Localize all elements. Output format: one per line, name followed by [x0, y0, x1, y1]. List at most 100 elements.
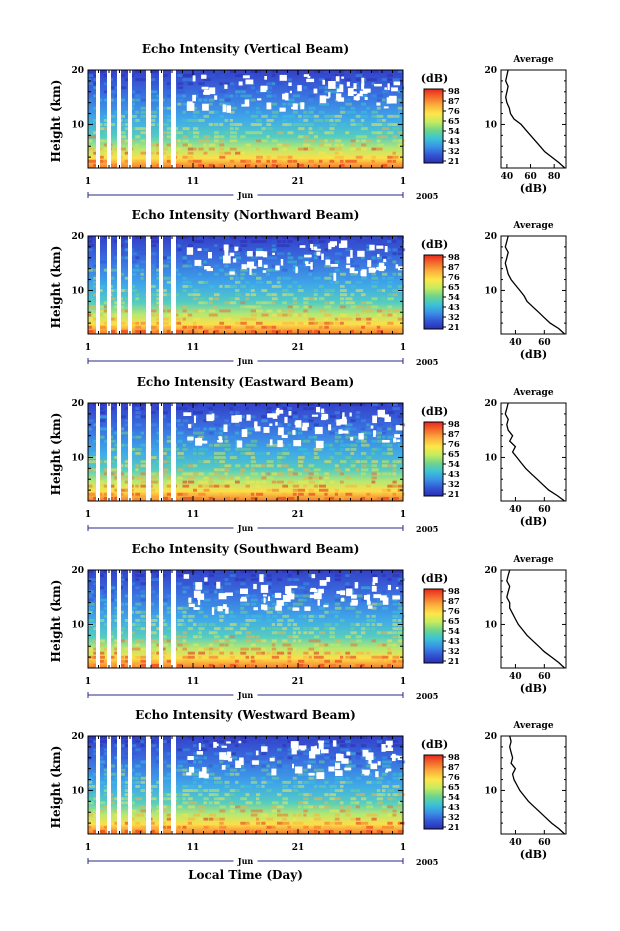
average-y-tick-label: 20 — [484, 232, 497, 242]
colorbar-tick-label: 43 — [448, 637, 460, 647]
year-label: 2005 — [416, 357, 438, 367]
data-gap-stripe — [159, 570, 163, 668]
missing-data — [186, 240, 405, 281]
colorbar-tick-label: 54 — [448, 460, 460, 470]
data-gap-stripe — [146, 70, 151, 168]
data-gap-stripe — [171, 570, 176, 668]
missing-data — [183, 407, 403, 449]
colorbar-tick-label: 76 — [448, 273, 460, 283]
colorbar-unit: (dB) — [421, 738, 448, 751]
data-gap-stripe — [117, 236, 121, 334]
beam-panel: Echo Intensity (Eastward Beam) Height (km… — [49, 375, 567, 534]
colorbar-tick-label: 98 — [448, 753, 460, 763]
colorbar-tick-label: 21 — [448, 323, 460, 333]
data-gap-stripe — [171, 736, 176, 834]
data-gap-stripe — [107, 236, 111, 334]
year-label: 2005 — [416, 691, 438, 701]
data-gap-stripe — [128, 403, 132, 501]
colorbar-tick-label: 54 — [448, 127, 460, 137]
panel-title: Echo Intensity (Vertical Beam) — [142, 42, 349, 56]
echo-heatmap — [87, 69, 405, 169]
y-axis-label: Height (km) — [49, 580, 63, 663]
colorbar-tick-label: 98 — [448, 420, 460, 430]
y-tick-label: 10 — [71, 786, 84, 796]
colorbar-tick-label: 76 — [448, 607, 460, 617]
data-gap-stripe — [96, 70, 100, 168]
average-x-tick-label: 40 — [509, 838, 522, 848]
average-x-tick-label: 40 — [509, 505, 522, 515]
data-gap-stripe — [117, 736, 121, 834]
y-axis-label: Height (km) — [49, 413, 63, 496]
colorbar-tick-label: 87 — [448, 430, 460, 440]
x-tick-label: 1 — [400, 510, 406, 520]
missing-data — [186, 740, 402, 779]
average-y-tick-label: 10 — [484, 786, 497, 796]
y-tick-label: 10 — [71, 453, 84, 463]
beam-panel: Echo Intensity (Vertical Beam) Height (km… — [49, 42, 567, 201]
data-gap-stripe — [171, 70, 176, 168]
average-x-tick-label: 40 — [509, 338, 522, 348]
colorbar-tick-label: 32 — [448, 147, 460, 157]
data-gap-stripe — [96, 570, 100, 668]
colorbar — [423, 421, 444, 497]
x-axis-title: Local Time (Day) — [188, 868, 303, 882]
colorbar-unit: (dB) — [421, 72, 448, 85]
panel-title: Echo Intensity (Southward Beam) — [132, 542, 360, 556]
x-tick-label: 1 — [85, 510, 91, 520]
echo-heatmap — [87, 735, 406, 835]
average-x-label: (dB) — [520, 515, 547, 528]
data-gap-stripe — [159, 736, 163, 834]
average-profile-line — [504, 402, 565, 502]
panel-title: Echo Intensity (Northward Beam) — [132, 208, 360, 222]
average-x-label: (dB) — [520, 348, 547, 361]
y-tick-label: 20 — [71, 732, 84, 742]
x-tick-label: 11 — [187, 343, 200, 353]
average-title: Average — [512, 55, 553, 65]
colorbar-tick-label: 65 — [448, 283, 460, 293]
x-tick-label: 21 — [292, 343, 305, 353]
average-y-tick-label: 20 — [484, 566, 497, 576]
x-tick-label: 11 — [187, 677, 200, 687]
x-tick-label: 1 — [85, 843, 91, 853]
colorbar-tick-label: 21 — [448, 823, 460, 833]
x-tick-label: 11 — [187, 843, 200, 853]
colorbar-tick-label: 54 — [448, 293, 460, 303]
x-tick-label: 1 — [400, 843, 406, 853]
y-tick-label: 20 — [71, 66, 84, 76]
average-profile-line — [509, 735, 566, 835]
x-tick-label: 21 — [292, 510, 305, 520]
average-title: Average — [512, 221, 553, 231]
x-tick-label: 1 — [400, 177, 406, 187]
data-gap-stripe — [107, 70, 111, 168]
colorbar-tick-label: 87 — [448, 763, 460, 773]
colorbar-tick-label: 65 — [448, 450, 460, 460]
month-label: Jun — [237, 690, 254, 700]
average-y-tick-label: 20 — [484, 66, 497, 76]
data-gap-stripe — [146, 403, 151, 501]
x-tick-label: 21 — [292, 843, 305, 853]
colorbar-tick-label: 54 — [448, 627, 460, 637]
colorbar-tick-label: 32 — [448, 480, 460, 490]
data-gap-stripe — [96, 403, 100, 501]
average-profile-line — [505, 69, 566, 169]
y-tick-label: 20 — [71, 399, 84, 409]
data-gap-stripe — [128, 736, 132, 834]
average-frame — [500, 402, 567, 502]
average-y-tick-label: 10 — [484, 620, 497, 630]
average-y-tick-label: 10 — [484, 120, 497, 130]
colorbar — [423, 88, 444, 164]
month-label: Jun — [237, 523, 254, 533]
echo-heatmap — [87, 235, 406, 335]
x-tick-label: 1 — [85, 677, 91, 687]
x-tick-label: 21 — [292, 177, 305, 187]
average-x-tick-label: 60 — [538, 672, 551, 682]
data-gap-stripe — [159, 70, 163, 168]
average-frame — [500, 569, 567, 669]
y-tick-label: 10 — [71, 620, 84, 630]
data-gap-stripe — [146, 570, 151, 668]
colorbar-tick-label: 32 — [448, 813, 460, 823]
colorbar-tick-label: 87 — [448, 263, 460, 273]
beam-panel: Echo Intensity (Westward Beam) Height (km… — [49, 708, 567, 867]
average-x-tick-label: 40 — [501, 172, 514, 182]
